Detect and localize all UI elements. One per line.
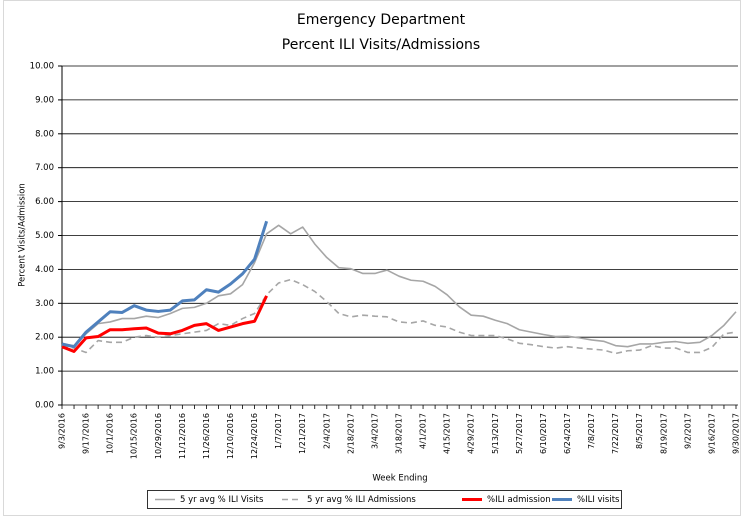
legend-label: %ILI visits — [577, 495, 620, 505]
y-tick-label: 7.00 — [35, 163, 54, 173]
y-tick-label: 2.00 — [35, 333, 54, 343]
x-tick-label: 8/19/2017 — [659, 413, 668, 454]
x-tick-label: 10/1/2016 — [106, 413, 115, 454]
legend-label: 5 yr avg % ILI Visits — [180, 495, 264, 505]
y-tick-label: 8.00 — [35, 129, 54, 139]
x-tick-label: 9/17/2016 — [82, 413, 91, 454]
x-tick-label: 9/16/2017 — [707, 413, 716, 454]
x-tick-label: 10/29/2016 — [154, 413, 163, 459]
x-tick-label: 4/29/2017 — [467, 413, 476, 454]
y-axis-label: Percent Visits/Admission — [18, 183, 28, 287]
x-tick-label: 1/21/2017 — [298, 413, 307, 454]
x-tick-label: 2/4/2017 — [322, 413, 331, 449]
chart-frame — [3, 0, 741, 516]
series-line — [61, 224, 737, 348]
y-tick-label: 9.00 — [35, 95, 54, 105]
x-axis-label: Week Ending — [372, 474, 427, 484]
legend-label: 5 yr avg % ILI Admissions — [307, 495, 416, 505]
y-tick-label: 0.00 — [35, 401, 54, 411]
x-tick-label: 2/18/2017 — [346, 413, 355, 454]
series-line — [61, 220, 269, 349]
x-tick-label: 4/15/2017 — [443, 413, 452, 454]
chart-title: Emergency Department — [297, 12, 466, 28]
y-tick-label: 4.00 — [35, 265, 54, 275]
y-tick-label: 5.00 — [35, 231, 54, 241]
x-tick-label: 9/30/2017 — [732, 413, 741, 454]
legend-label: %ILI admission — [487, 495, 551, 505]
x-tick-label: 12/24/2016 — [250, 413, 259, 459]
x-tick-label: 9/3/2016 — [58, 413, 67, 449]
legend-box — [147, 490, 622, 509]
x-tick-label: 6/24/2017 — [563, 413, 572, 454]
x-tick-label: 9/2/2017 — [683, 413, 692, 449]
x-tick-label: 4/1/2017 — [419, 413, 428, 449]
x-tick-label: 11/26/2016 — [202, 413, 211, 459]
x-tick-label: 3/4/2017 — [370, 413, 379, 449]
y-tick-label: 6.00 — [35, 197, 54, 207]
x-tick-label: 10/15/2016 — [130, 413, 139, 459]
x-tick-label: 7/22/2017 — [611, 413, 620, 454]
x-tick-label: 7/8/2017 — [587, 413, 596, 449]
y-tick-label: 10.00 — [30, 62, 54, 72]
x-tick-label: 5/27/2017 — [515, 413, 524, 454]
x-tick-label: 1/7/2017 — [274, 413, 283, 449]
x-tick-label: 3/18/2017 — [395, 413, 404, 454]
x-tick-label: 8/5/2017 — [635, 413, 644, 449]
x-tick-label: 6/10/2017 — [539, 413, 548, 454]
x-tick-label: 11/12/2016 — [178, 413, 187, 459]
y-tick-label: 1.00 — [35, 367, 54, 377]
x-tick-label: 12/10/2016 — [226, 413, 235, 459]
y-tick-label: 3.00 — [35, 299, 54, 309]
series-line — [61, 295, 268, 353]
x-tick-label: 5/13/2017 — [491, 413, 500, 454]
chart-subtitle: Percent ILI Visits/Admissions — [282, 37, 480, 53]
